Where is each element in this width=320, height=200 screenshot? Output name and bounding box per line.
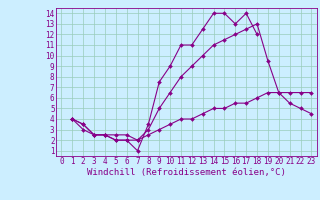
X-axis label: Windchill (Refroidissement éolien,°C): Windchill (Refroidissement éolien,°C) [87, 168, 286, 177]
